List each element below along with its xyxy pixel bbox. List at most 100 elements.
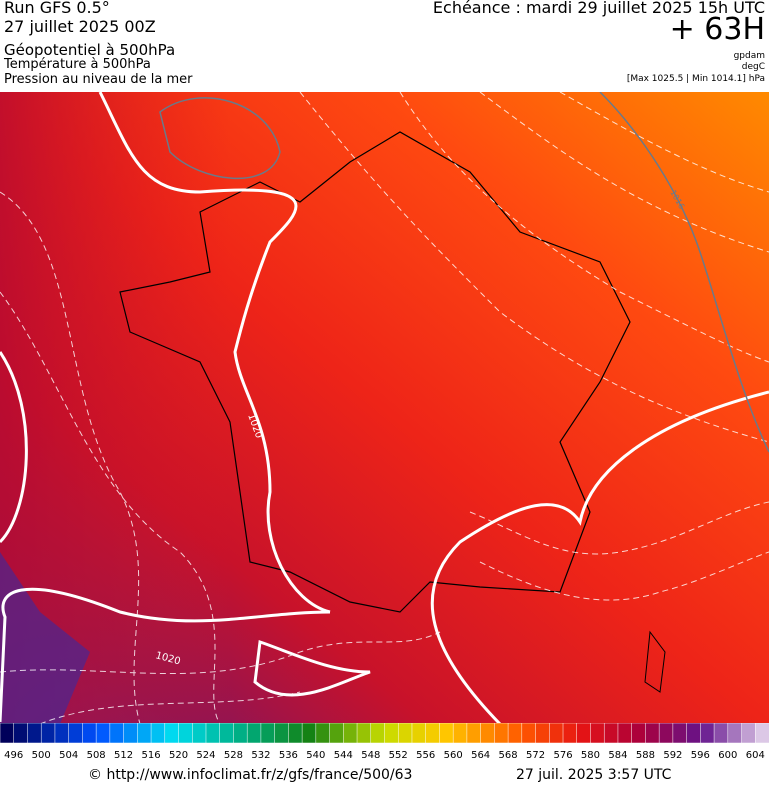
colorbar-cell [82,723,97,744]
unit-degc: degC [741,62,765,72]
colorbar-cell [260,723,276,744]
echeance: Echéance : mardi 29 juillet 2025 15h UTC [432,0,765,17]
colorbar-cell [576,723,592,744]
unit-gpdam: gpdam [733,51,765,61]
colorbar-label: 536 [279,750,298,761]
offset: + 63H [669,12,765,47]
run-date: 27 juillet 2025 00Z [4,17,156,36]
colorbar-cell [741,723,757,744]
colorbar-label: 512 [114,750,133,761]
colorbar-label: 504 [59,750,78,761]
run-title: Run GFS 0.5° [4,0,110,17]
colorbar-cell [40,723,56,744]
colorbar-cell [755,723,769,744]
colorbar-cell [329,723,345,744]
colorbar-cell [603,723,619,744]
corsica [644,630,666,693]
colorbar-cell [109,723,125,744]
colorbar-label: 604 [746,750,765,761]
colorbar-cell [590,723,605,744]
footer-stamp: 27 juil. 2025 3:57 UTC [516,767,672,783]
colorbar-cell [370,723,386,744]
colorbar-cell [95,723,111,744]
colorbar-cell [205,723,221,744]
colorbar-label: 564 [471,750,490,761]
colorbar-cell [521,723,537,744]
colorbar-cell [494,723,509,744]
colorbar-cell [713,723,729,744]
field-shade [0,92,769,724]
cold-area [0,552,90,724]
colorbar-cell [164,723,180,744]
colorbar-label: 576 [553,750,572,761]
colorbar-label: 560 [444,750,463,761]
colorbar-cell [466,723,482,744]
colorbar-cell [727,723,743,744]
colorbar-label: 568 [499,750,518,761]
colorbar-label: 588 [636,750,655,761]
colorbar-cell [631,723,647,744]
colorbar-label: 552 [389,750,408,761]
map: 1020 1020 1016 [0,92,769,724]
colorbar-cell [137,723,152,744]
colorbar-label: 524 [196,750,215,761]
colorbar-label: 528 [224,750,243,761]
colorbar-label: 508 [87,750,106,761]
colorbar-label: 556 [416,750,435,761]
colorbar-cell [68,723,84,744]
colorbar-cell [301,723,317,744]
colorbar-cell [54,723,70,744]
colorbar-cell [700,723,715,744]
colorbar-cell [246,723,262,744]
colorbar-label: 520 [169,750,188,761]
colorbar-cell [480,723,496,744]
colorbar-cell [658,723,674,744]
pressure-range: [Max 1025.5 | Min 1014.1] hPa [626,74,765,84]
colorbar-label: 572 [526,750,545,761]
colorbar-label: 516 [142,750,161,761]
colorbar-label: 544 [334,750,353,761]
colorbar-label: 584 [608,750,627,761]
colorbar-cell [686,723,702,744]
colorbar-cell [192,723,207,744]
colorbar-cell [233,723,248,744]
colorbar-cell [562,723,578,744]
field-1: Géopotentiel à 500hPa [4,41,176,59]
colorbar-cell [13,723,29,744]
colorbar-cell [356,723,372,744]
colorbar-label: 596 [691,750,710,761]
colorbar-cell [617,723,633,744]
colorbar-cell [645,723,660,744]
colorbar-cell [411,723,427,744]
field-2: Température à 500hPa [4,57,151,72]
colorbar-label: 540 [306,750,325,761]
field-3: Pression au niveau de la mer [4,72,193,87]
colorbar-cell [343,723,358,744]
colorbar-cell [507,723,523,744]
colorbar-label: 496 [4,750,23,761]
colorbar-cell [274,723,290,744]
colorbar-cell [439,723,454,744]
colorbar-cell [397,723,413,744]
colorbar-cell [123,723,139,744]
colorbar-label: 548 [361,750,380,761]
colorbar-cell [384,723,399,744]
colorbar-cell [27,723,42,744]
colorbar: 496 500 504 508 512 516 520 524 528 532 536 540 544 5… [0,723,769,761]
isotherms [0,92,769,724]
colorbar-cell [535,723,551,744]
colorbar-cell [549,723,564,744]
colorbar-cell [178,723,193,744]
colorbar-cell [150,723,166,744]
colorbar-cell [0,723,15,744]
colorbar-label: 592 [663,750,682,761]
colorbar-label: 532 [251,750,270,761]
colorbar-label: 500 [32,750,51,761]
colorbar-cell [288,723,303,744]
colorbar-cell [452,723,468,744]
colorbar-label: 600 [718,750,737,761]
gray-isobar [159,92,769,453]
colorbar-cell [425,723,441,744]
colorbar-label: 580 [581,750,600,761]
